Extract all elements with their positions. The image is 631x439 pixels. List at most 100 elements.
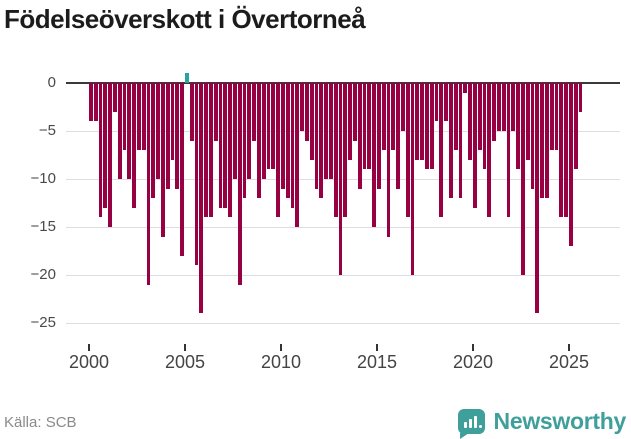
bar-2003-K2[interactable] (151, 83, 156, 199)
bar-2000-K4[interactable] (103, 83, 108, 208)
bar-2021-K1[interactable] (492, 83, 497, 141)
bar-2000-K2[interactable] (93, 83, 98, 122)
bar-2014-K2[interactable] (362, 83, 367, 170)
bar-2002-K2[interactable] (132, 83, 137, 208)
bar-2004-K1[interactable] (165, 83, 170, 189)
bar-2020-K2[interactable] (477, 83, 482, 151)
bar-2016-K2[interactable] (401, 83, 405, 131)
bar-2003-K4[interactable] (161, 83, 165, 237)
bar-2003-K3[interactable] (156, 83, 161, 179)
bar-2009-K4[interactable] (276, 83, 281, 218)
bar-2021-K3[interactable] (501, 83, 506, 131)
bar-2004-K4[interactable] (180, 83, 185, 256)
bar-2006-K1[interactable] (204, 83, 209, 218)
bar-2018-K2[interactable] (439, 83, 444, 218)
bar-2025-K3[interactable] (578, 83, 583, 112)
bar-2024-K2[interactable] (554, 83, 559, 151)
bar-2012-K1[interactable] (319, 83, 324, 199)
bar-2011-K3[interactable] (309, 83, 314, 160)
bar-2013-K1[interactable] (338, 83, 343, 275)
bar-2023-K2[interactable] (535, 83, 540, 314)
bar-2020-K4[interactable] (487, 83, 492, 218)
bar-2025-K2[interactable] (573, 83, 578, 170)
bar-2019-K2[interactable] (458, 83, 463, 199)
bar-2014-K3[interactable] (367, 83, 372, 170)
bar-2024-K4[interactable] (564, 83, 569, 218)
bar-2004-K3[interactable] (175, 83, 180, 189)
bar-2001-K1[interactable] (108, 83, 113, 227)
bar-2006-K4[interactable] (218, 83, 223, 208)
bar-2007-K4[interactable] (237, 83, 242, 285)
bar-2005-K4[interactable] (199, 83, 204, 314)
bar-2013-K2[interactable] (343, 83, 348, 218)
bar-2012-K4[interactable] (333, 83, 338, 218)
bar-2000-K1[interactable] (89, 83, 93, 122)
bar-2001-K2[interactable] (113, 83, 117, 112)
bar-2000-K3[interactable] (98, 83, 103, 218)
bar-2010-K4[interactable] (295, 83, 300, 227)
bar-2016-K1[interactable] (396, 83, 401, 189)
bar-2022-K4[interactable] (525, 83, 530, 160)
bar-2017-K3[interactable] (425, 83, 429, 170)
bar-2019-K3[interactable] (463, 83, 468, 93)
bar-2019-K1[interactable] (453, 83, 458, 151)
bar-2005-K3[interactable] (194, 83, 199, 266)
bar-2002-K4[interactable] (141, 83, 146, 151)
bar-2020-K1[interactable] (473, 83, 477, 208)
bar-2024-K3[interactable] (559, 83, 564, 218)
bar-2015-K2[interactable] (381, 83, 386, 151)
bar-2015-K4[interactable] (391, 83, 396, 151)
bar-2011-K2[interactable] (305, 83, 309, 141)
bar-2001-K4[interactable] (122, 83, 127, 151)
bar-2008-K4[interactable] (257, 83, 261, 199)
bar-2009-K1[interactable] (261, 83, 266, 179)
bar-2008-K3[interactable] (252, 83, 257, 141)
bar-2012-K3[interactable] (329, 83, 333, 179)
newsworthy-logo[interactable]: Newsworthy (457, 408, 626, 439)
bar-2022-K2[interactable] (516, 83, 521, 170)
bar-2023-K4[interactable] (545, 83, 549, 199)
bar-2012-K2[interactable] (324, 83, 329, 179)
bar-2016-K3[interactable] (405, 83, 410, 218)
bar-2005-K2[interactable] (189, 83, 194, 141)
bar-2017-K2[interactable] (420, 83, 425, 160)
bar-2010-K1[interactable] (281, 83, 285, 189)
bar-2018-K3[interactable] (444, 83, 449, 122)
bar-2019-K4[interactable] (468, 83, 473, 160)
bar-2004-K2[interactable] (170, 83, 175, 160)
bar-2007-K3[interactable] (233, 83, 237, 179)
bar-2017-K1[interactable] (415, 83, 420, 160)
bar-2024-K1[interactable] (549, 83, 554, 151)
bar-2010-K3[interactable] (290, 83, 295, 208)
bar-2008-K1[interactable] (242, 83, 247, 199)
bar-2013-K4[interactable] (353, 83, 357, 141)
bar-2007-K2[interactable] (228, 83, 233, 218)
bar-2022-K3[interactable] (521, 83, 525, 275)
bar-2006-K3[interactable] (213, 83, 218, 141)
bar-2018-K1[interactable] (434, 83, 439, 122)
bar-2015-K1[interactable] (377, 83, 381, 189)
bar-2002-K1[interactable] (127, 83, 132, 179)
bar-2025-K1[interactable] (569, 83, 573, 247)
bar-2010-K2[interactable] (285, 83, 290, 199)
bar-2014-K1[interactable] (357, 83, 362, 189)
bar-2023-K1[interactable] (530, 83, 535, 189)
bar-2008-K2[interactable] (247, 83, 252, 179)
bar-2007-K1[interactable] (223, 83, 228, 208)
bar-2021-K2[interactable] (497, 83, 501, 131)
bar-2003-K1[interactable] (146, 83, 151, 285)
bar-2023-K3[interactable] (540, 83, 545, 199)
bar-2009-K3[interactable] (271, 83, 276, 170)
bar-2013-K3[interactable] (348, 83, 353, 160)
bar-2011-K1[interactable] (300, 83, 305, 131)
bar-2001-K3[interactable] (117, 83, 122, 179)
bar-2017-K4[interactable] (429, 83, 434, 170)
bar-2020-K3[interactable] (482, 83, 487, 170)
bar-2005-K1[interactable] (185, 73, 189, 83)
bar-2002-K3[interactable] (137, 83, 141, 151)
bar-2016-K4[interactable] (410, 83, 415, 275)
bar-2006-K2[interactable] (209, 83, 213, 218)
bar-2021-K4[interactable] (506, 83, 511, 218)
bar-2011-K4[interactable] (314, 83, 319, 189)
bar-2014-K4[interactable] (372, 83, 377, 227)
